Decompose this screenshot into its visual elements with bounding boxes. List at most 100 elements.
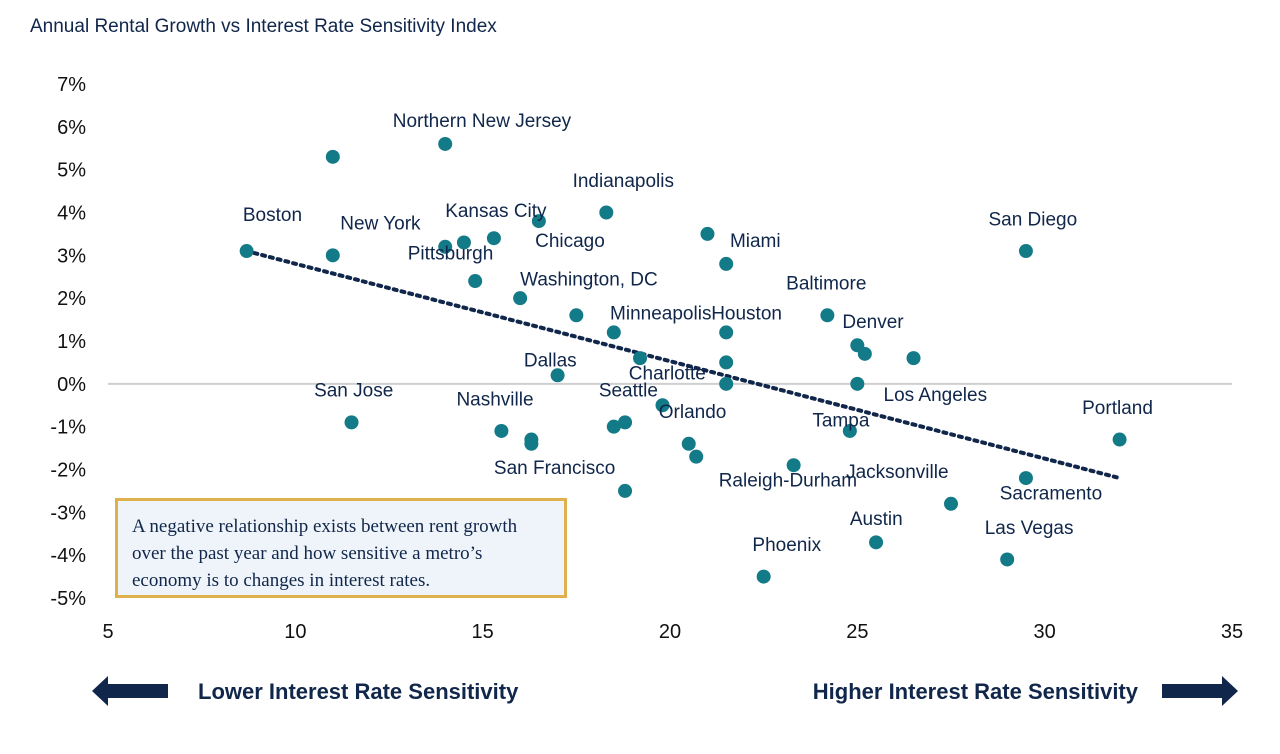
point-label: Pittsburgh — [408, 244, 494, 265]
point-label: Charlotte — [629, 364, 706, 385]
point-label: Washington, DC — [520, 269, 658, 290]
point-label: Phoenix — [752, 535, 821, 556]
y-tick-label: 2% — [57, 288, 86, 310]
point-label: Portland — [1082, 398, 1153, 419]
y-tick-label: 5% — [57, 160, 86, 182]
data-point — [550, 368, 565, 383]
x-tick-label: 5 — [102, 621, 113, 643]
data-point — [719, 355, 734, 370]
point-label: Baltimore — [786, 274, 866, 295]
data-point — [681, 436, 696, 451]
data-point — [524, 436, 539, 451]
point-label: New York — [340, 214, 421, 235]
y-tick-label: -1% — [50, 417, 86, 439]
data-point — [599, 205, 614, 220]
data-point — [786, 458, 801, 473]
data-point — [606, 325, 621, 340]
point-label: Orlando — [659, 402, 727, 423]
x-tick-label: 25 — [846, 621, 868, 643]
point-label: Houston — [711, 304, 782, 325]
point-label: Las Vegas — [985, 518, 1074, 539]
y-tick-label: -3% — [50, 502, 86, 524]
data-point — [494, 423, 509, 438]
data-point — [633, 351, 648, 366]
y-tick-label: 1% — [57, 331, 86, 353]
y-tick-label: -4% — [50, 545, 86, 567]
data-point — [325, 149, 340, 164]
point-label: Northern New Jersey — [393, 111, 572, 132]
left-caption: Lower Interest Rate Sensitivity — [198, 679, 519, 704]
y-tick-label: -2% — [50, 460, 86, 482]
x-tick-label: 35 — [1221, 621, 1243, 643]
x-tick-label: 15 — [472, 621, 494, 643]
data-point — [719, 325, 734, 340]
data-point — [438, 239, 453, 254]
data-point — [1112, 432, 1127, 447]
data-point — [438, 136, 453, 151]
point-label: Miami — [730, 231, 781, 252]
data-point — [719, 376, 734, 391]
data-point — [655, 398, 670, 413]
data-point — [689, 449, 704, 464]
data-points — [239, 136, 1127, 584]
point-label: Tampa — [812, 411, 869, 432]
point-labels: Northern New Jersey Boston New York Kansas … — [243, 111, 1153, 556]
axis-captions: Lower Interest Rate Sensitivity Higher I… — [92, 676, 1238, 706]
point-label: Chicago — [535, 231, 605, 252]
data-point — [456, 235, 471, 250]
point-label: Dallas — [524, 351, 577, 372]
data-point — [906, 351, 921, 366]
data-point — [486, 231, 501, 246]
data-point — [531, 214, 546, 229]
x-tick-label: 20 — [659, 621, 681, 643]
trend-line — [244, 249, 1122, 481]
point-label: San Jose — [314, 381, 393, 402]
point-label: Seattle — [599, 381, 658, 402]
y-tick-label: 3% — [57, 245, 86, 267]
data-point — [756, 569, 771, 584]
data-point — [944, 496, 958, 511]
data-point — [700, 226, 715, 241]
data-point — [719, 256, 734, 271]
data-point — [1000, 552, 1015, 567]
data-point — [239, 244, 254, 259]
point-label: Sacramento — [1000, 483, 1102, 504]
y-tick-label: -5% — [50, 588, 86, 610]
data-point — [618, 483, 633, 498]
left-arrow-icon — [92, 676, 168, 706]
point-label: Indianapolis — [573, 171, 674, 192]
y-tick-label: 6% — [57, 117, 86, 139]
x-tick-label: 30 — [1034, 621, 1056, 643]
point-label: Minneapolis — [610, 304, 711, 325]
chart-title: Annual Rental Growth vs Interest Rate Se… — [30, 16, 497, 37]
data-point — [606, 419, 621, 434]
y-tick-label: 0% — [57, 374, 86, 396]
point-label: Los Angeles — [884, 385, 988, 406]
y-axis-ticks: 7% 6% 5% 4% 3% 2% 1% 0% -1% -2% -3% -4% -5% — [50, 74, 86, 610]
right-caption: Higher Interest Rate Sensitivity — [813, 679, 1139, 704]
data-point — [1018, 244, 1033, 259]
point-label: Kansas City — [445, 201, 547, 222]
data-point — [344, 415, 359, 430]
data-point — [513, 291, 528, 306]
data-point — [857, 346, 872, 361]
x-axis-ticks: 5 10 15 20 25 30 35 — [102, 621, 1243, 643]
point-label: San Diego — [988, 209, 1077, 230]
data-point — [850, 376, 865, 391]
right-arrow-icon — [1162, 676, 1238, 706]
annotation-box: A negative relationship exists between r… — [115, 498, 567, 598]
y-tick-label: 7% — [57, 74, 86, 96]
point-label: Denver — [842, 312, 904, 333]
data-point — [569, 308, 584, 323]
data-point — [618, 415, 633, 430]
point-label: San Francisco — [494, 458, 615, 479]
y-tick-label: 4% — [57, 203, 86, 225]
point-label: Raleigh-Durham — [719, 471, 857, 492]
point-label: Nashville — [456, 389, 533, 410]
point-label: Boston — [243, 205, 302, 226]
data-point — [869, 535, 884, 550]
data-point — [820, 308, 835, 323]
data-point — [842, 423, 857, 438]
data-point — [468, 274, 483, 289]
